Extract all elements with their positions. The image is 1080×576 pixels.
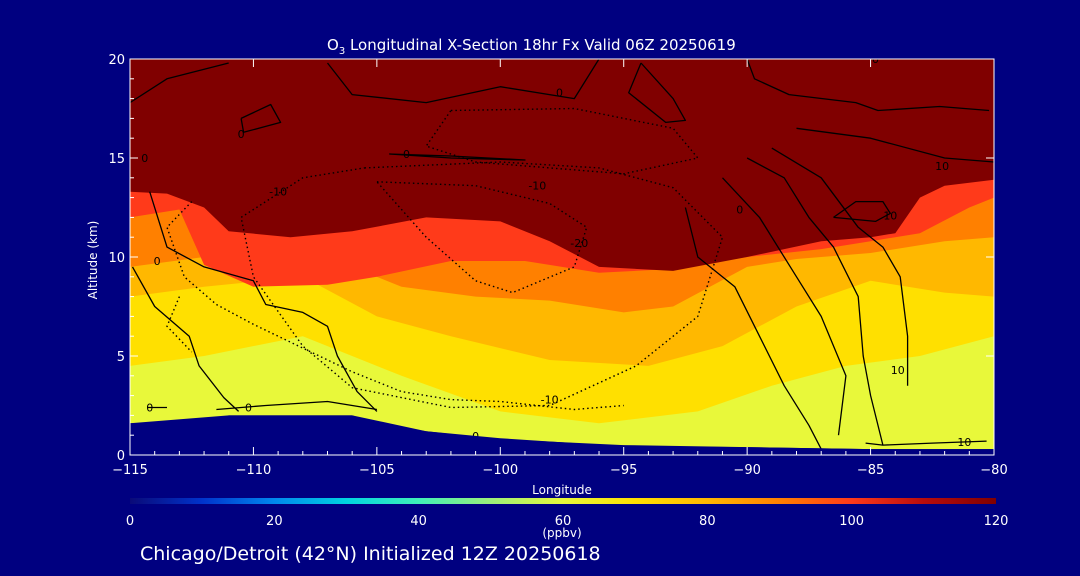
y-tick-label-3: 15 [108,152,125,167]
contour-label-11: 10 [935,160,949,173]
concentration-field [130,59,994,450]
contour-label-8: 0 [154,255,161,268]
contour-label-13: -10 [541,394,559,407]
x-tick-label-2: −105 [359,463,395,478]
x-tick-label-4: −95 [610,463,637,478]
y-tick-label-4: 20 [108,53,125,68]
solid-contour-6 [746,59,990,112]
colorbar-label: (ppbv) [542,526,581,540]
y-axis-label: Altitude (km) [86,221,100,300]
contour-label-7: -20 [570,237,588,250]
solid-contour-9 [722,177,847,436]
contour-label-0: 0 [556,87,563,100]
solid-contour-15 [216,400,378,411]
solid-contour-5 [389,153,526,161]
dotted-contour-2 [376,181,588,294]
solid-contour-4 [240,103,282,133]
solid-contour-0 [149,191,378,412]
x-tick-label-6: −85 [857,463,884,478]
colorbar-tick-label-4: 80 [699,514,716,529]
terrain-mask [130,415,994,455]
contour-label-12: 10 [891,364,905,377]
solid-contour-1 [131,266,240,412]
contour-label-3: 0 [403,148,410,161]
dotted-contour-3 [425,107,700,175]
x-tick-label-1: −110 [236,463,272,478]
run-info-caption: Chicago/Detroit (42°N) Initialized 12Z 2… [140,543,601,565]
x-tick-label-0: −115 [112,463,148,478]
solid-contour-13 [796,127,994,163]
colorbar-tick-label-6: 120 [984,514,1009,529]
contour-label-14: 0 [146,401,153,414]
y-tick-label-1: 5 [117,350,125,365]
contour-label-2: 0 [141,152,148,165]
colorbar-tick-label-0: 0 [126,514,134,529]
contour-label-10: 10 [883,209,897,222]
x-tick-label-3: −100 [482,463,518,478]
solid-contour-11 [771,147,909,386]
contour-label-9: 0 [736,203,743,216]
chart-title: O3 Longitudinal X-Section 18hr Fx Valid … [327,36,736,57]
solid-contour-12 [833,200,891,223]
contour-label-4: 0 [872,53,879,66]
contour-label-5: -10 [269,186,287,199]
contour-label-1: 0 [238,128,245,141]
x-axis-label: Longitude [532,483,592,497]
x-tick-label-7: −80 [980,463,1007,478]
solid-contour-8 [684,207,822,450]
contour-label-6: -10 [528,180,546,193]
contour-label-17: 10 [957,436,971,449]
terrain-polygon [130,415,994,455]
colorbar-ticks: 0 20 40 60 80 100 120 [126,514,1009,529]
dotted-contour-4 [166,296,193,353]
colorbar-tick-label-1: 20 [266,514,283,529]
solid-contour-3 [326,59,600,104]
x-axis-ticks: −115 −110 −105 −100 −95 −90 −85 −80 [112,59,1008,478]
solid-contour-7 [628,62,687,124]
difference-contours [130,59,994,450]
solid-contour-2 [130,62,229,104]
colorbar-tick-label-2: 40 [410,514,427,529]
y-axis-ticks: 0 5 10 15 20 [108,53,994,464]
layer-5 [130,59,994,271]
y-tick-label-2: 10 [108,251,125,266]
x-tick-label-5: −90 [733,463,760,478]
solid-contour-10 [746,157,884,446]
y-tick-label-0: 0 [117,449,125,464]
solid-contour-16 [865,440,987,446]
colorbar [130,498,996,504]
contour-label-15: 0 [245,401,252,414]
colorbar-tick-label-3: 60 [555,514,572,529]
colorbar-tick-label-5: 100 [839,514,864,529]
